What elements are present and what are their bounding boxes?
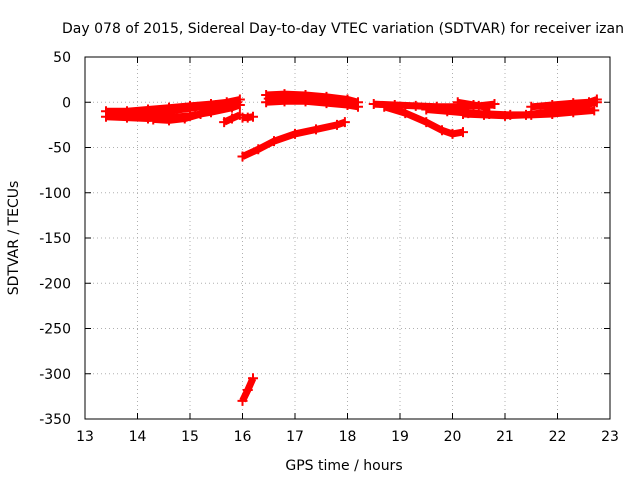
series-track-7 xyxy=(237,117,350,162)
x-axis-label: GPS time / hours xyxy=(285,458,402,474)
data-point xyxy=(106,109,117,120)
data-point xyxy=(568,98,579,109)
data-point xyxy=(290,128,300,139)
data-point xyxy=(332,119,342,130)
x-tick-label: 20 xyxy=(444,429,462,445)
series-track-11 xyxy=(263,92,358,109)
data-point xyxy=(169,105,180,116)
data-point xyxy=(305,94,316,105)
data-point xyxy=(311,124,321,135)
data-point xyxy=(584,97,594,108)
data-point xyxy=(148,114,159,125)
data-point xyxy=(447,128,458,139)
data-point xyxy=(190,102,201,113)
x-tick-label: 13 xyxy=(76,429,94,445)
data-point xyxy=(237,151,248,162)
data-point xyxy=(253,144,264,155)
x-tick-labels: 13 14 15 16 17 18 19 20 21 22 23 xyxy=(76,429,619,445)
data-point xyxy=(248,111,258,122)
y-tick-label: -150 xyxy=(39,231,71,247)
ticks xyxy=(84,56,611,420)
y-tick-label: -50 xyxy=(48,141,71,157)
series-track-8 xyxy=(237,373,258,406)
data-point xyxy=(263,93,274,104)
data-point xyxy=(339,117,350,128)
data-point xyxy=(400,108,411,119)
data-point xyxy=(521,109,531,120)
series-track-17 xyxy=(452,97,495,113)
data-point xyxy=(232,97,243,108)
x-tick-label: 19 xyxy=(391,429,409,445)
data-point xyxy=(195,109,206,120)
series-track-5 xyxy=(219,109,245,128)
data-point xyxy=(379,101,390,112)
data-point xyxy=(479,109,489,120)
data-point xyxy=(526,101,537,112)
data-point xyxy=(237,395,248,406)
data-point xyxy=(589,105,600,116)
data-point xyxy=(179,113,190,124)
data-point xyxy=(284,92,295,103)
data-point xyxy=(452,97,463,108)
y-tick-label: 50 xyxy=(53,50,71,66)
data-point xyxy=(410,100,421,111)
y-tick-label: -200 xyxy=(39,276,71,292)
series-track-6 xyxy=(237,111,258,123)
x-tick-label: 14 xyxy=(129,429,147,445)
data-point xyxy=(484,102,495,113)
series-track-13 xyxy=(379,101,468,139)
data-point xyxy=(547,99,558,110)
x-tick-label: 17 xyxy=(286,429,304,445)
data-point xyxy=(458,127,468,138)
data-point xyxy=(248,373,258,384)
series-layer xyxy=(101,89,602,406)
data-point xyxy=(242,385,253,396)
data-point xyxy=(500,110,510,121)
data-point xyxy=(421,117,432,128)
data-point xyxy=(227,99,237,110)
y-tick-label: 0 xyxy=(62,95,71,111)
y-axis-label: SDTVAR / TECUs xyxy=(6,181,22,296)
chart-title: Day 078 of 2015, Sidereal Day-to-day VTE… xyxy=(62,21,624,37)
data-point xyxy=(326,96,337,107)
y-tick-label: -100 xyxy=(39,186,71,202)
data-point xyxy=(437,125,447,136)
data-point xyxy=(489,99,500,110)
y-tick-label: -350 xyxy=(39,412,71,428)
x-tick-label: 15 xyxy=(181,429,199,445)
data-point xyxy=(127,109,138,120)
x-tick-label: 23 xyxy=(601,429,619,445)
data-point xyxy=(164,115,174,126)
data-point xyxy=(368,99,379,110)
data-point xyxy=(591,94,602,105)
data-point xyxy=(269,136,279,147)
data-point xyxy=(101,111,111,122)
y-tick-labels: 50 0 -50 -100 -150 -200 -250 -300 -350 xyxy=(39,50,71,428)
data-point xyxy=(353,101,363,112)
x-tick-label: 22 xyxy=(549,429,567,445)
y-tick-label: -300 xyxy=(39,367,71,383)
x-tick-label: 21 xyxy=(496,429,514,445)
series-track-16 xyxy=(526,94,602,112)
x-tick-label: 18 xyxy=(339,429,357,445)
data-point xyxy=(442,106,453,117)
data-point xyxy=(421,104,432,115)
data-point xyxy=(458,109,468,120)
data-point xyxy=(468,99,479,110)
series-track-4 xyxy=(148,99,237,126)
data-point xyxy=(227,113,237,124)
data-point xyxy=(347,98,358,109)
data-point xyxy=(211,103,222,114)
data-point xyxy=(219,117,230,128)
x-tick-label: 16 xyxy=(234,429,252,445)
y-tick-label: -250 xyxy=(39,322,71,338)
